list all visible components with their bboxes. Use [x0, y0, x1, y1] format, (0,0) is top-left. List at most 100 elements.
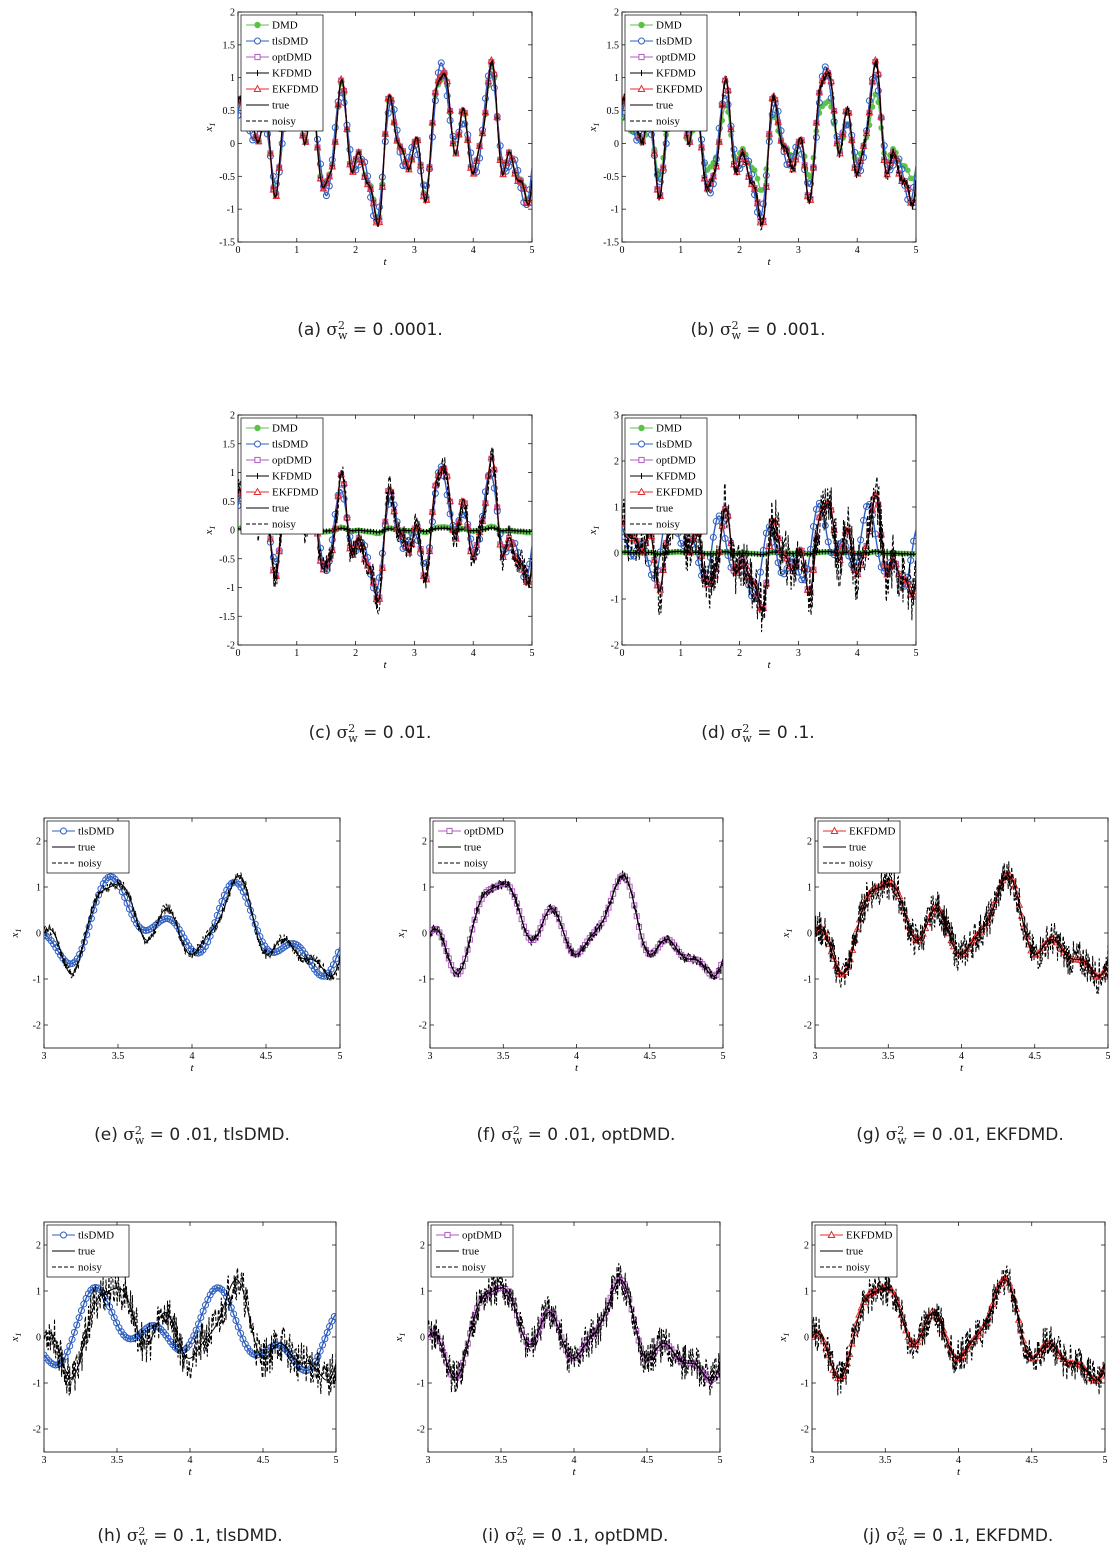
x-tick-label: 3 — [428, 1051, 433, 1062]
series-tlsdmd-point — [213, 911, 221, 919]
y-tick-label: -1 — [611, 205, 619, 216]
series-tlsdmd-point — [375, 203, 383, 211]
x-tick-label: 3 — [810, 1455, 815, 1466]
y-tick-label: 2 — [420, 1241, 425, 1252]
series-tlsdmd-point — [316, 544, 324, 552]
series-optdmd-point — [628, 892, 635, 899]
y-tick-label: 2 — [804, 1241, 809, 1252]
y-tick-label: 1 — [614, 73, 619, 84]
x-tick-label: 3.5 — [112, 1051, 125, 1062]
plot-area — [622, 476, 916, 633]
chart-a: 0 1 2 3 4 5 -1.5 -1 -0.5 0 0.5 1 1.5 2 t x1 DMD tlsDMD opt… — [203, 8, 535, 269]
legend: DMD tlsDMD optDMD KFDMD EKFDMD true noisy — [240, 14, 324, 132]
x-tick-label: 3 — [42, 1455, 47, 1466]
legend-label: tlsDMD — [272, 439, 308, 451]
series-optdmd-point — [471, 916, 478, 923]
series-tlsdmd-point — [346, 146, 354, 154]
y-tick-label: 0 — [422, 929, 427, 940]
series-noisy-line — [622, 476, 916, 633]
y-tick-label: -0.5 — [603, 172, 619, 183]
series-tlsdmd-point — [328, 536, 336, 544]
y-tick-label: 0 — [230, 526, 235, 537]
series-tlsdmd-point — [316, 160, 324, 168]
series-ekfdmd-point — [375, 594, 384, 602]
series-ekfdmd-point — [622, 519, 626, 527]
series-optdmd-point — [633, 913, 640, 920]
series-optdmd-point — [612, 884, 619, 891]
x-tick-label: 3.5 — [495, 1455, 508, 1466]
series-tlsdmd-point — [443, 92, 451, 100]
legend-label: noisy — [656, 519, 680, 531]
series-tlsdmd-point — [83, 931, 91, 939]
y-tick-label: 0 — [614, 139, 619, 150]
chart-c: 0 1 2 3 4 5 -2 -1.5 -1 -0.5 0 0.5 1 1.5 2 t x1 DMD tlsDMD o… — [203, 411, 535, 672]
series-ekfdmd-point — [499, 169, 507, 178]
series-ekfdmd-point — [316, 556, 325, 564]
series-ekfdmd-point — [903, 580, 912, 588]
series-tlsdmd-point — [85, 923, 93, 931]
legend-label: optDMD — [656, 455, 696, 467]
series-ekfdmd-point — [744, 172, 753, 180]
legend-label: EKFDMD — [272, 84, 319, 96]
series-tlsdmd-point — [715, 124, 723, 132]
series-tlsdmd-point — [199, 946, 207, 954]
x-tick-label: 2 — [353, 648, 358, 659]
series-tlsdmd-point — [653, 171, 661, 179]
series-ekfdmd-point — [369, 198, 378, 207]
x-tick-label: 0 — [620, 648, 625, 659]
x-tick-label: 3.5 — [879, 1455, 892, 1466]
legend-marker — [446, 827, 453, 835]
series-dmd-point — [904, 167, 911, 174]
series-tlsdmd-point — [647, 130, 655, 138]
chart-b: 0 1 2 3 4 5 -1.5 -1 -0.5 0 0.5 1 1.5 2 t x1 DMD tlsDMD opt… — [587, 8, 919, 269]
series-tlsdmd-point — [102, 876, 110, 884]
y-tick-label: 2 — [614, 457, 619, 468]
legend-label: true — [78, 842, 95, 854]
legend-label: EKFDMD — [272, 487, 319, 499]
x-tick-label: 4 — [471, 648, 476, 659]
series-tlsdmd-point — [313, 968, 321, 976]
y-tick-label: -1 — [611, 595, 619, 606]
series-tlsdmd-point — [700, 159, 708, 167]
legend-marker — [60, 1231, 67, 1239]
series-optdmd-point — [539, 919, 546, 926]
chart-d: 0 1 2 3 4 5 -2 -1 0 1 2 3 t x1 DMD tlsDMD optDMD KFDMD EKF… — [587, 411, 919, 672]
series-ekfdmd-point — [519, 184, 528, 192]
y-axis-label: x1 — [587, 123, 601, 133]
chart-g: 3 3.5 4 4.5 5 -2 -1 0 1 2 t x1 EKFDMD true noisy — [780, 817, 1111, 1074]
y-tick-label: -1 — [227, 205, 235, 216]
x-tick-label: 3.5 — [497, 1051, 510, 1062]
legend-marker — [254, 53, 261, 61]
series-ekfdmd-point — [511, 552, 519, 560]
y-tick-label: 2 — [230, 8, 235, 19]
caption-value: = 0 .01. — [357, 723, 432, 743]
legend-marker — [254, 424, 261, 432]
legend: DMD tlsDMD optDMD KFDMD EKFDMD true noisy — [240, 417, 324, 535]
plot-area — [44, 872, 340, 981]
legend-label: true — [656, 100, 673, 112]
legend-label: optDMD — [272, 455, 312, 467]
legend-label: noisy — [462, 1262, 486, 1274]
y-tick-label: 0 — [807, 929, 812, 940]
y-tick-label: 1.5 — [223, 439, 236, 450]
series-ekfdmd-point — [753, 198, 762, 207]
series-tlsdmd-point — [269, 172, 277, 180]
y-tick-label: -0.5 — [219, 172, 235, 183]
y-tick-label: 1.5 — [607, 40, 620, 51]
series-ekfdmd-point — [653, 580, 662, 589]
legend: DMD tlsDMD optDMD KFDMD EKFDMD true noisy — [624, 14, 708, 132]
series-ekfdmd-point — [369, 577, 378, 586]
y-tick-label: 1 — [807, 883, 812, 894]
series-tlsdmd-point — [278, 140, 286, 148]
y-tick-label: -2 — [801, 1425, 809, 1436]
y-tick-label: -2 — [227, 641, 235, 652]
legend-label: true — [462, 1246, 479, 1258]
caption-prefix: (b) — [690, 320, 720, 340]
legend-label: true — [272, 503, 289, 515]
x-tick-label: 4 — [190, 1051, 195, 1062]
series-tlsdmd-point — [774, 107, 782, 115]
